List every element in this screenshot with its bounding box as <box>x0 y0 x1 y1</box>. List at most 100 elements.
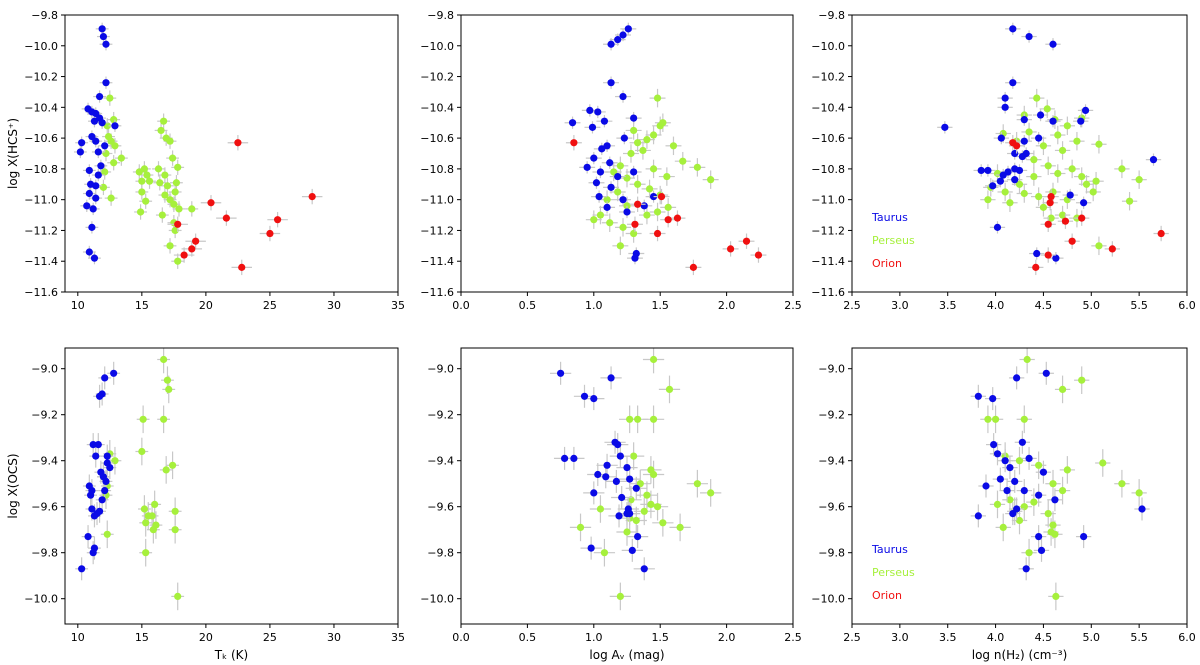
y-tick-label: −9.6 <box>31 501 58 514</box>
data-point-taurus <box>1080 533 1088 541</box>
y-tick-label: −11.2 <box>811 224 845 237</box>
data-point-taurus <box>595 192 603 201</box>
data-point-taurus <box>999 171 1007 179</box>
data-point-perseus <box>1039 142 1048 150</box>
data-point-perseus <box>1063 122 1071 130</box>
data-point-perseus <box>596 505 605 513</box>
data-point-taurus <box>590 395 598 403</box>
x-tick-label: 20 <box>199 299 213 312</box>
data-point-taurus <box>640 202 648 210</box>
data-point-orion <box>207 199 215 207</box>
data-point-perseus <box>1049 521 1057 529</box>
data-point-perseus <box>1082 180 1091 188</box>
data-point-perseus <box>676 523 684 532</box>
data-point-perseus <box>643 211 651 219</box>
data-point-orion <box>1032 263 1040 271</box>
x-tick-label: 5.5 <box>1130 631 1148 644</box>
data-point-perseus <box>1030 172 1038 181</box>
data-point-perseus <box>626 415 634 423</box>
data-point-taurus <box>600 117 609 125</box>
data-point-perseus <box>603 196 611 204</box>
data-point-taurus <box>630 168 638 176</box>
data-point-perseus <box>1030 498 1038 506</box>
data-point-taurus <box>1009 509 1017 518</box>
data-point-perseus <box>1095 140 1103 148</box>
data-point-orion <box>238 263 246 271</box>
data-point-perseus <box>1006 496 1014 504</box>
y-tick-label: −10.0 <box>811 40 845 53</box>
y-tick-label: −9.8 <box>818 547 845 560</box>
data-point-perseus <box>623 174 631 182</box>
data-point-perseus <box>142 197 150 205</box>
data-point-perseus <box>576 523 585 532</box>
y-tick-label: −10.2 <box>24 71 58 84</box>
data-point-perseus <box>99 183 108 191</box>
y-tick-label: −11.4 <box>811 255 845 268</box>
data-point-taurus <box>85 248 93 256</box>
data-point-taurus <box>989 182 997 190</box>
data-point-taurus <box>1149 156 1158 164</box>
data-point-taurus <box>94 441 102 449</box>
data-point-perseus <box>1054 131 1062 139</box>
data-point-perseus <box>630 229 638 238</box>
data-point-perseus <box>984 415 992 423</box>
data-point-orion <box>274 216 282 224</box>
points-ocs-av <box>549 348 722 611</box>
data-point-perseus <box>142 549 150 557</box>
data-point-perseus <box>600 549 609 557</box>
data-point-taurus <box>103 452 111 460</box>
y-tick-label: −11.6 <box>24 286 58 299</box>
data-point-perseus <box>172 179 181 187</box>
data-point-taurus <box>603 461 611 469</box>
data-point-perseus <box>138 177 146 185</box>
y-tick-label: −11.2 <box>24 224 58 237</box>
data-point-perseus <box>1058 211 1067 219</box>
data-point-orion <box>631 220 639 228</box>
data-point-perseus <box>653 208 662 216</box>
axes-frame <box>460 347 794 625</box>
data-point-perseus <box>174 163 182 171</box>
y-tick-label: −11.4 <box>24 255 58 268</box>
data-point-perseus <box>168 154 177 162</box>
data-point-perseus <box>1047 214 1055 222</box>
points-ocs-n <box>970 348 1150 611</box>
data-point-perseus <box>656 122 664 130</box>
data-point-taurus <box>607 374 615 382</box>
data-point-perseus <box>627 149 635 158</box>
data-point-taurus <box>997 134 1005 142</box>
data-point-perseus <box>1035 461 1043 469</box>
y-axis-label: log X(OCS) <box>6 453 20 518</box>
data-point-perseus <box>163 182 172 190</box>
data-point-taurus <box>603 203 611 211</box>
y-tick-label: −11.2 <box>420 224 454 237</box>
data-point-orion <box>308 192 316 201</box>
data-point-taurus <box>111 122 119 130</box>
y-tick-label: −10.2 <box>811 71 845 84</box>
data-point-taurus <box>632 484 640 492</box>
y-tick-label: −9.2 <box>818 409 845 422</box>
axes-frame <box>460 14 794 293</box>
data-point-perseus <box>1095 242 1103 250</box>
data-point-taurus <box>92 452 100 460</box>
series-orion <box>1005 135 1169 276</box>
legend-entry-orion: Orion <box>872 257 902 270</box>
data-point-taurus <box>583 163 591 171</box>
data-point-taurus <box>84 533 92 541</box>
data-point-perseus <box>163 376 172 384</box>
data-point-taurus <box>1042 369 1050 377</box>
x-tick-label: 25 <box>263 299 277 312</box>
y-axis-label: log X(HCS⁺) <box>6 118 20 189</box>
data-point-taurus <box>1001 103 1009 111</box>
data-point-perseus <box>151 500 159 508</box>
points-ocs-tk <box>75 348 185 611</box>
data-point-perseus <box>101 168 109 176</box>
data-point-orion <box>673 214 682 222</box>
data-point-taurus <box>90 254 99 262</box>
data-point-orion <box>570 139 578 147</box>
data-point-perseus <box>632 516 640 525</box>
points-hcs-n <box>937 22 1169 276</box>
panel-hcs-av: 0.0 0.5 1.0 1.5 2.0 2.5 −9.8 −10.0 −10.2 −10.4 −10… <box>420 9 801 312</box>
x-tick-label: 25 <box>263 631 277 644</box>
data-point-taurus <box>607 183 615 191</box>
data-point-orion <box>1108 245 1116 253</box>
